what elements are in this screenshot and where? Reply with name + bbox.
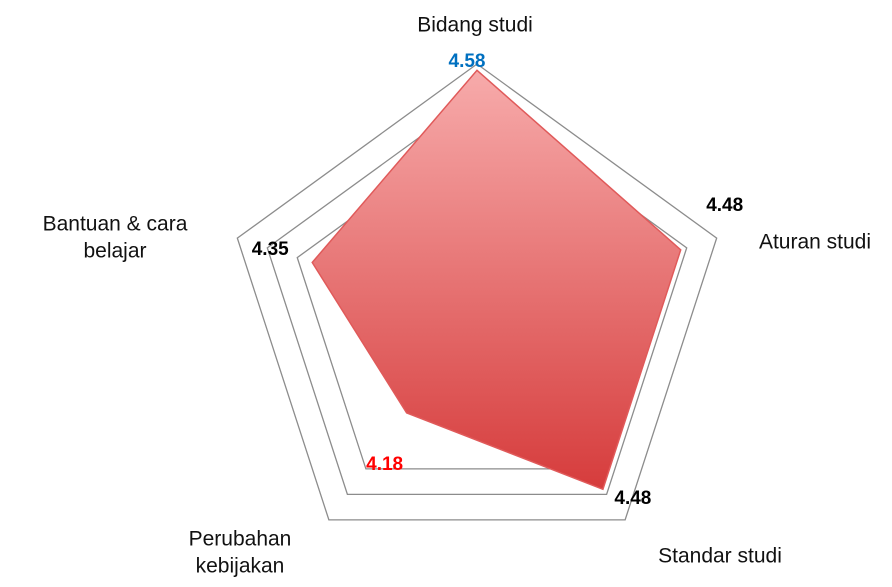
value-label: 4.35: [251, 239, 289, 261]
value-label: 4.48: [706, 194, 744, 216]
value-label: 4.48: [614, 488, 652, 510]
value-label: 4.18: [366, 453, 404, 475]
value-label: 4.58: [448, 51, 486, 73]
radar-area: [311, 69, 682, 491]
grid-ring: [266, 94, 688, 496]
grid-ring: [236, 63, 718, 521]
category-label: Standar studi: [658, 544, 782, 568]
category-label: Perubahan kebijakan: [188, 527, 292, 578]
category-label: Bantuan & cara belajar: [42, 212, 188, 263]
category-label: Aturan studi: [758, 230, 872, 254]
category-label: Bidang studi: [417, 13, 533, 37]
